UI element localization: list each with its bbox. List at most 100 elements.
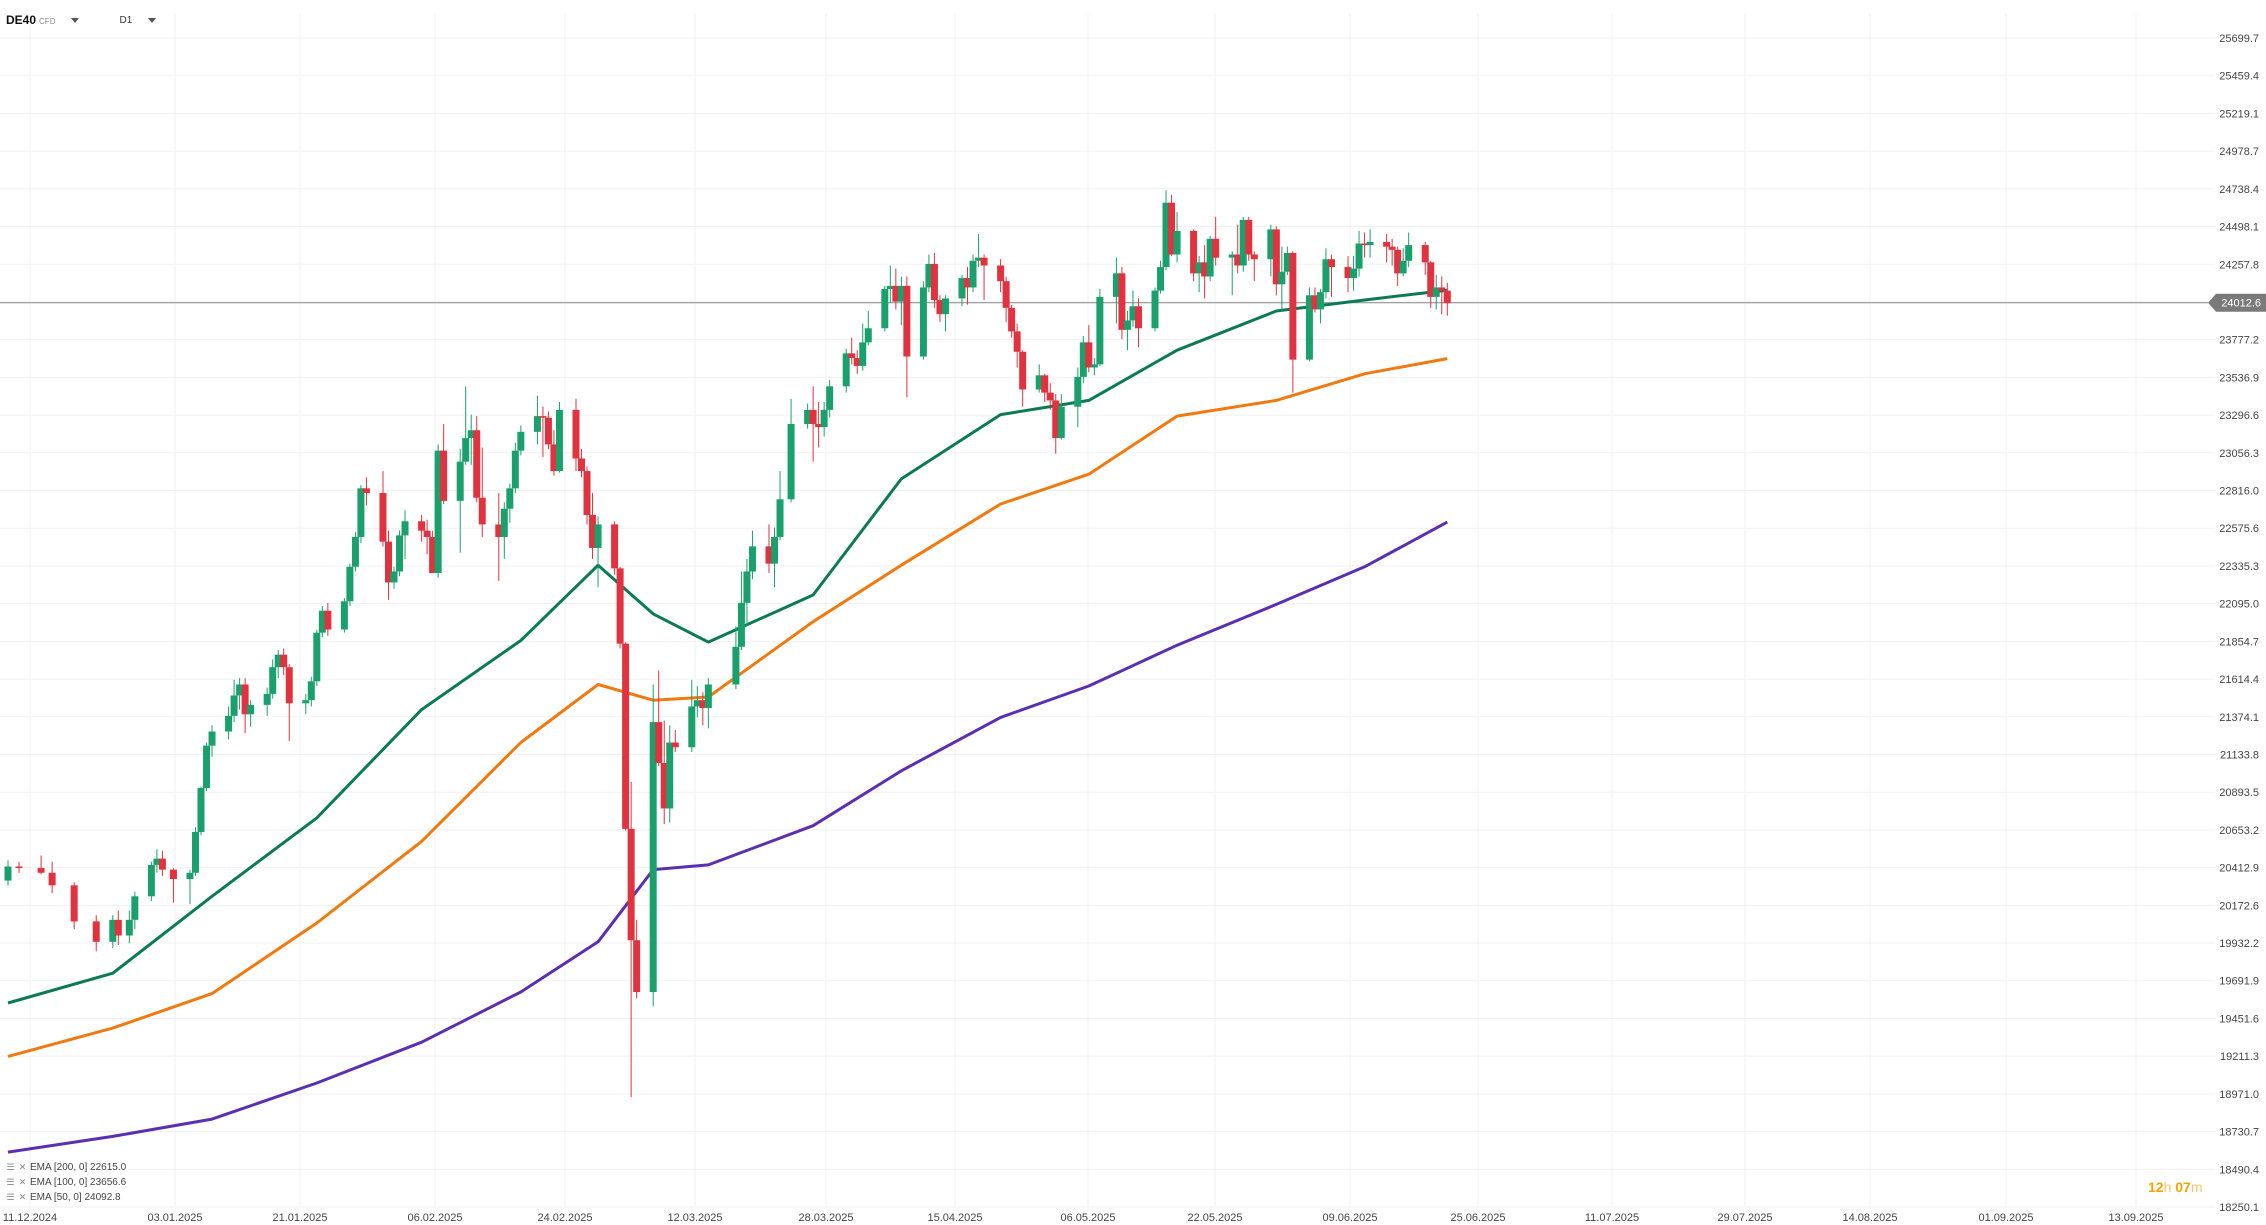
settings-icon[interactable]: ☰ (6, 1162, 15, 1172)
symbol-name[interactable]: DE40 (6, 13, 37, 27)
candle (1267, 224, 1275, 277)
price-tag: 24012.6 (2208, 293, 2266, 312)
candle-body (699, 700, 707, 709)
candle-body (964, 278, 972, 288)
candle-body (147, 864, 155, 897)
candle (1201, 245, 1209, 299)
candle-body (390, 571, 398, 583)
candle-body (925, 263, 933, 288)
candle-body (423, 530, 431, 537)
candle-body (633, 940, 641, 993)
ema-line (7, 288, 1448, 1005)
candle (815, 402, 823, 448)
candle (186, 869, 194, 905)
candle (401, 510, 409, 559)
candle-body (1394, 249, 1402, 274)
legend-ema-100[interactable]: ☰ ✕ EMA [100, 0] 23656.6 (6, 1175, 126, 1190)
candle (313, 629, 321, 687)
indicator-legend: ☰ ✕ EMA [200, 0] 22615.0 ☰ ✕ EMA [100, 0… (6, 1160, 126, 1205)
candle (500, 502, 508, 559)
candle-body (1129, 306, 1137, 321)
candle (809, 386, 817, 462)
y-tick-label: 25459.4 (2219, 71, 2259, 83)
ema-line (7, 357, 1448, 1058)
remove-icon[interactable]: ✕ (18, 1177, 27, 1187)
candle (1019, 350, 1027, 407)
candle-body (346, 566, 354, 602)
candle-body (550, 444, 558, 472)
candle (1350, 256, 1358, 291)
candle (280, 648, 288, 676)
y-axis[interactable]: 25699.7 25459.4 25219.1 24978.7 24738.4 24498… (2219, 33, 2259, 1214)
candle (776, 471, 784, 541)
candle (578, 449, 586, 478)
x-tick-label: 29.07.2025 (1717, 1212, 1772, 1224)
candle-body (919, 287, 927, 357)
candle (1129, 290, 1137, 327)
candle (1008, 304, 1016, 338)
candle-body (1289, 252, 1297, 360)
candle (611, 521, 619, 575)
candle-body (1002, 281, 1010, 308)
x-tick-label: 13.09.2025 (2108, 1212, 2163, 1224)
candle (903, 276, 911, 398)
candle (346, 563, 354, 607)
candle (418, 514, 426, 542)
candle (1316, 289, 1324, 324)
settings-icon[interactable]: ☰ (6, 1192, 15, 1202)
y-tick-label: 25699.7 (2219, 33, 2259, 45)
candle-body (1234, 254, 1242, 266)
candle (892, 268, 900, 310)
timeframe-label[interactable]: D1 (119, 14, 133, 26)
candle-body (1013, 331, 1021, 352)
candle (440, 423, 448, 505)
candle-body (1019, 351, 1027, 390)
candle (919, 281, 927, 360)
candle-body (1096, 296, 1104, 365)
candle (1289, 251, 1297, 393)
legend-ema-50[interactable]: ☰ ✕ EMA [50, 0] 24092.8 (6, 1190, 126, 1205)
symbol-dropdown-icon[interactable] (71, 17, 80, 23)
candle (236, 678, 244, 710)
candle-body (1350, 268, 1358, 279)
candle-body (396, 535, 404, 572)
candle-body (1057, 406, 1065, 439)
candle (1311, 287, 1319, 313)
candle (4, 860, 12, 886)
x-tick-label: 11.07.2025 (1585, 1212, 1639, 1224)
candle-body (1112, 273, 1120, 297)
y-tick-label: 23296.6 (2219, 410, 2259, 422)
candle (583, 466, 591, 525)
candle (1190, 229, 1198, 282)
countdown-minutes: 07 (2175, 1179, 2191, 1195)
candle (1405, 232, 1413, 268)
candle-body (611, 524, 619, 569)
candle (826, 380, 834, 418)
candle (550, 430, 558, 476)
candle (1239, 216, 1247, 272)
candle-body (1085, 342, 1093, 368)
timeframe-dropdown-icon[interactable] (148, 17, 157, 23)
settings-icon[interactable]: ☰ (6, 1177, 15, 1187)
candle-body (4, 866, 12, 881)
candle-body (671, 742, 679, 748)
remove-icon[interactable]: ✕ (18, 1162, 27, 1172)
x-axis[interactable]: 11.12.2024 03.01.2025 21.01.2025 06.02.2025… (3, 1212, 2164, 1224)
legend-ema-200[interactable]: ☰ ✕ EMA [200, 0] 22615.0 (6, 1160, 126, 1175)
candle (1327, 254, 1335, 297)
candle-body (478, 497, 486, 525)
candle-body (622, 643, 630, 829)
candle (688, 679, 696, 752)
candle (396, 530, 404, 577)
ema-line (7, 520, 1449, 1154)
candle-body (208, 731, 216, 746)
candle (92, 915, 100, 952)
candle-body (473, 430, 481, 498)
remove-icon[interactable]: ✕ (18, 1192, 27, 1202)
candle-body (930, 263, 938, 301)
candle (467, 414, 475, 465)
candle (1322, 248, 1330, 299)
candle (1079, 336, 1087, 384)
candle-body (1366, 241, 1374, 246)
